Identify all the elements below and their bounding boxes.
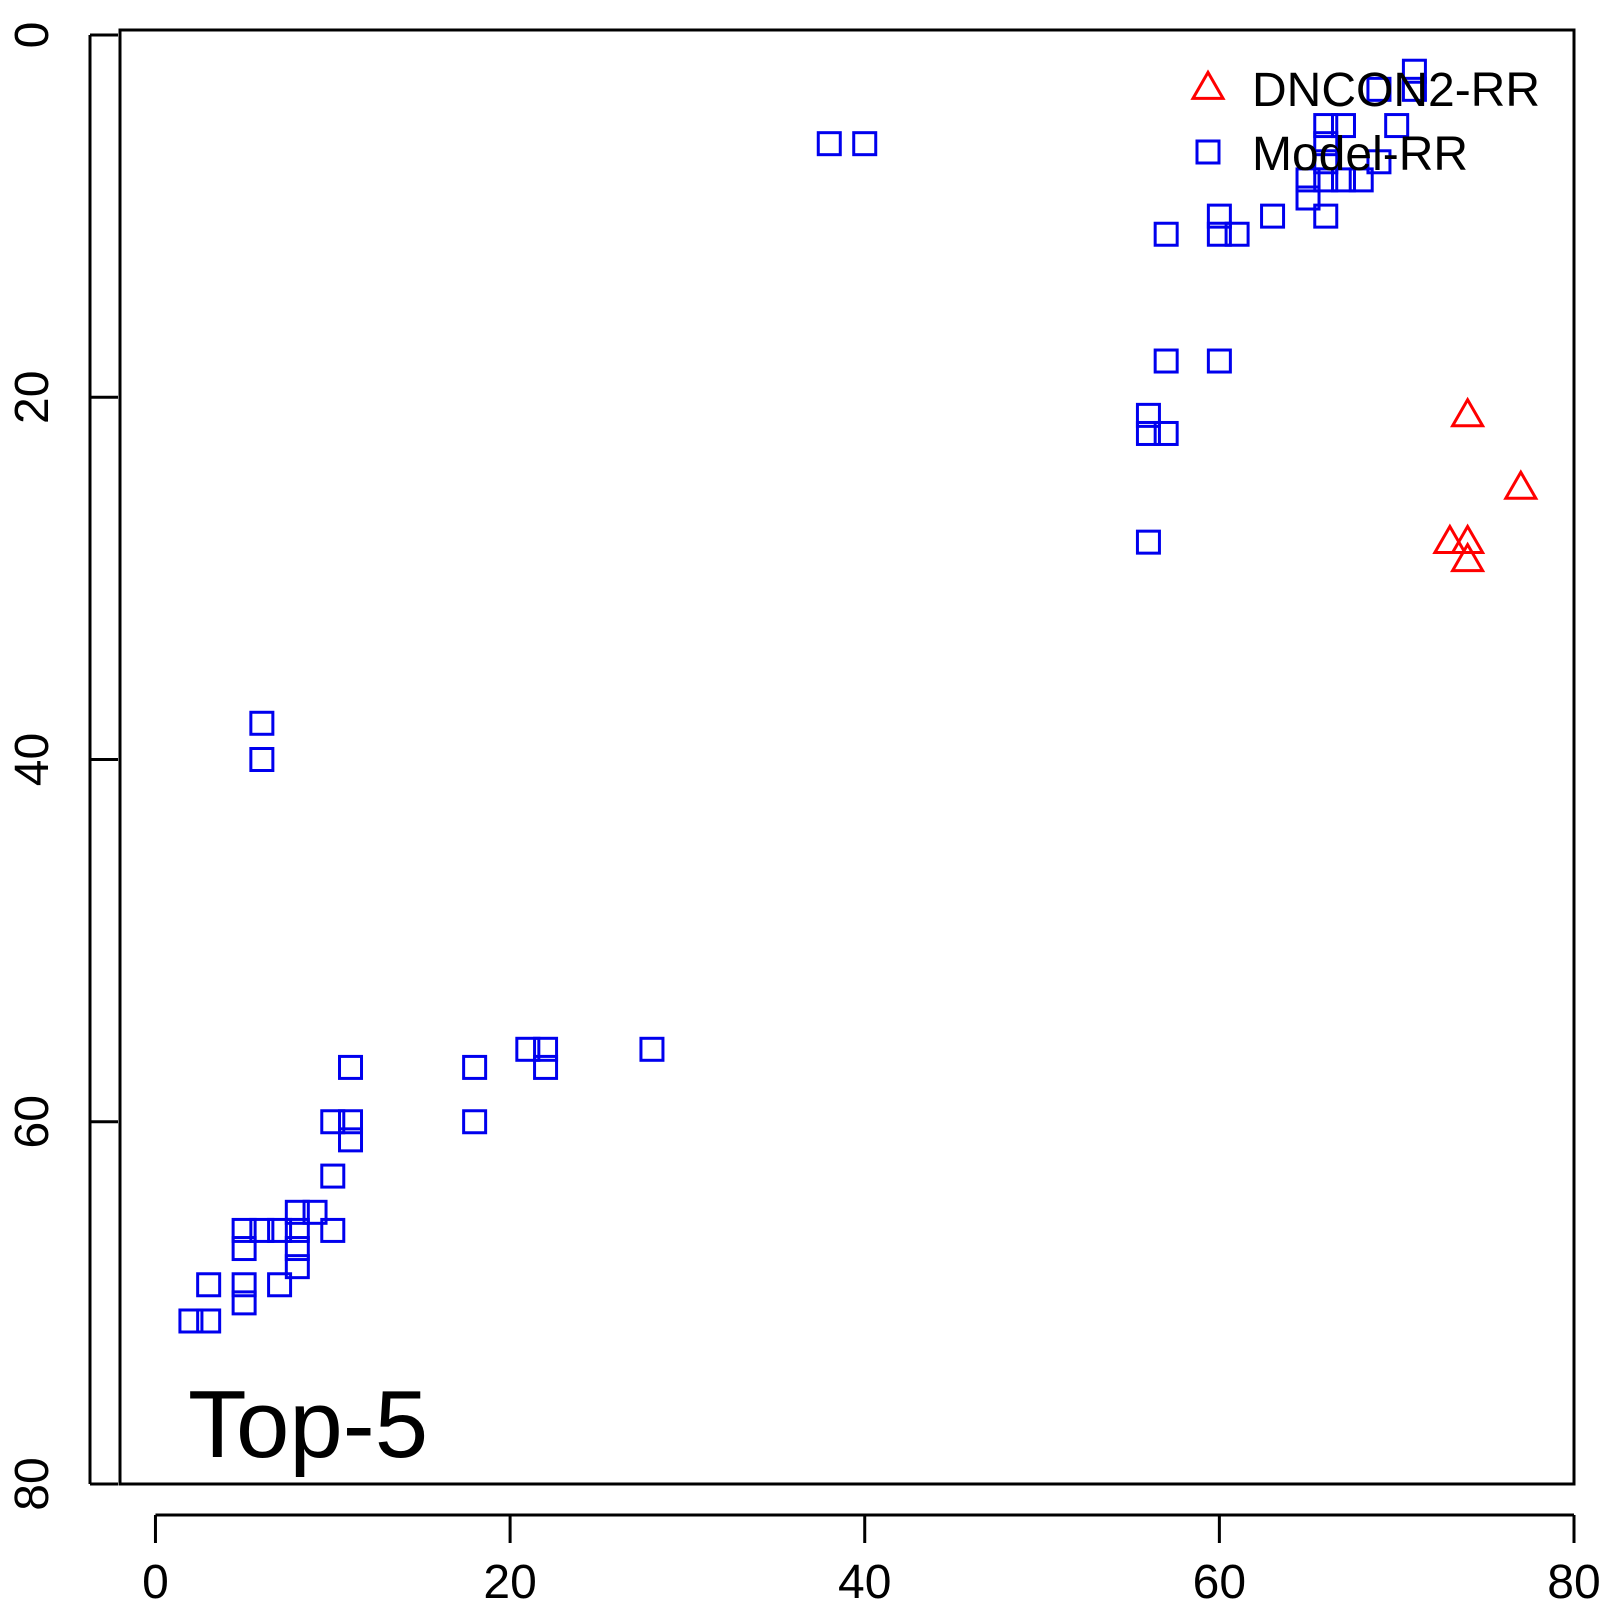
data-point-square — [816, 131, 842, 157]
data-point-square — [196, 1272, 222, 1298]
data-point-square — [320, 1217, 346, 1243]
data-point-square — [249, 710, 275, 736]
data-point-square — [852, 131, 878, 157]
data-point-square — [1153, 348, 1179, 374]
data-point-square — [249, 1217, 275, 1243]
data-point-square — [320, 1163, 346, 1189]
data-point-square — [1330, 113, 1356, 139]
y-tick-label: 40 — [6, 733, 59, 786]
data-point-square — [1135, 402, 1161, 428]
data-point-square — [1313, 113, 1339, 139]
legend-marker-square — [1195, 139, 1221, 165]
data-point-triangle — [1450, 523, 1486, 555]
data-point-square — [1206, 221, 1232, 247]
data-point-square — [338, 1054, 364, 1080]
data-point-square — [1313, 167, 1339, 193]
data-point-square — [267, 1272, 293, 1298]
data-point-square — [284, 1236, 310, 1262]
x-tick-label: 80 — [1547, 1556, 1600, 1600]
data-point-square — [1206, 203, 1232, 229]
plot-frame — [118, 28, 1576, 1486]
axes-layer: 0 20 40 60 80 0 20 40 60 80 — [6, 22, 1600, 1605]
data-point-square — [231, 1236, 257, 1262]
data-point-square — [1401, 58, 1427, 84]
data-point-square — [231, 1217, 257, 1243]
data-point-square — [267, 1217, 293, 1243]
legend-marker-triangle — [1190, 69, 1226, 100]
data-point-square — [1295, 167, 1321, 193]
y-tick-label: 0 — [6, 22, 59, 49]
legend-label: Model-RR — [1252, 128, 1468, 181]
data-point-square — [249, 747, 275, 772]
data-point-square — [338, 1127, 364, 1153]
y-tick-label: 80 — [6, 1457, 59, 1510]
data-point-square — [533, 1054, 559, 1080]
data-point-square — [196, 1308, 222, 1334]
data-point-square — [1313, 203, 1339, 229]
data-point-square — [1295, 185, 1321, 211]
x-tick-label: 40 — [838, 1556, 891, 1600]
data-point-square — [1348, 167, 1374, 193]
data-point-square — [462, 1109, 488, 1135]
data-point-square — [1366, 76, 1392, 102]
y-tick-label: 20 — [6, 371, 59, 424]
data-point-square — [1366, 149, 1392, 175]
data-point-square — [284, 1217, 310, 1243]
data-point-square — [302, 1199, 328, 1225]
data-point-triangle — [1503, 469, 1539, 500]
data-point-square — [284, 1254, 310, 1280]
data-point-square — [1330, 167, 1356, 193]
points-layer — [178, 58, 1539, 1334]
data-point-square — [1153, 420, 1179, 446]
y-tick-label: 60 — [6, 1095, 59, 1148]
x-tick-label: 20 — [483, 1556, 536, 1600]
data-point-triangle — [1432, 523, 1468, 555]
data-point-square — [284, 1199, 310, 1225]
data-point-square — [231, 1290, 257, 1316]
series-dncon2-rr — [1432, 396, 1539, 573]
legend: DNCON2-RR Model-RR — [1190, 64, 1540, 181]
data-point-square — [1313, 131, 1339, 157]
data-point-square — [231, 1272, 257, 1298]
data-point-square — [533, 1036, 559, 1062]
data-point-square — [1401, 76, 1427, 102]
data-point-square — [1135, 420, 1161, 446]
data-point-square — [515, 1036, 541, 1062]
data-point-square — [320, 1109, 346, 1135]
legend-label: DNCON2-RR — [1252, 64, 1540, 117]
data-point-square — [1384, 113, 1410, 139]
x-tick-label: 60 — [1193, 1556, 1246, 1600]
panel-annotation: Top-5 — [188, 1371, 428, 1478]
series-model-rr — [178, 58, 1427, 1334]
data-point-square — [1260, 203, 1286, 229]
data-point-square — [1153, 221, 1179, 247]
data-point-square — [1135, 529, 1161, 555]
data-point-square — [338, 1109, 364, 1135]
data-point-square — [1313, 149, 1339, 175]
data-point-triangle — [1450, 396, 1486, 428]
data-point-square — [1224, 221, 1250, 247]
data-point-square — [1206, 348, 1232, 374]
data-point-triangle — [1450, 541, 1486, 573]
data-point-square — [462, 1054, 488, 1080]
data-point-square — [178, 1308, 204, 1334]
x-tick-label: 0 — [142, 1556, 169, 1600]
data-point-square — [639, 1036, 665, 1062]
